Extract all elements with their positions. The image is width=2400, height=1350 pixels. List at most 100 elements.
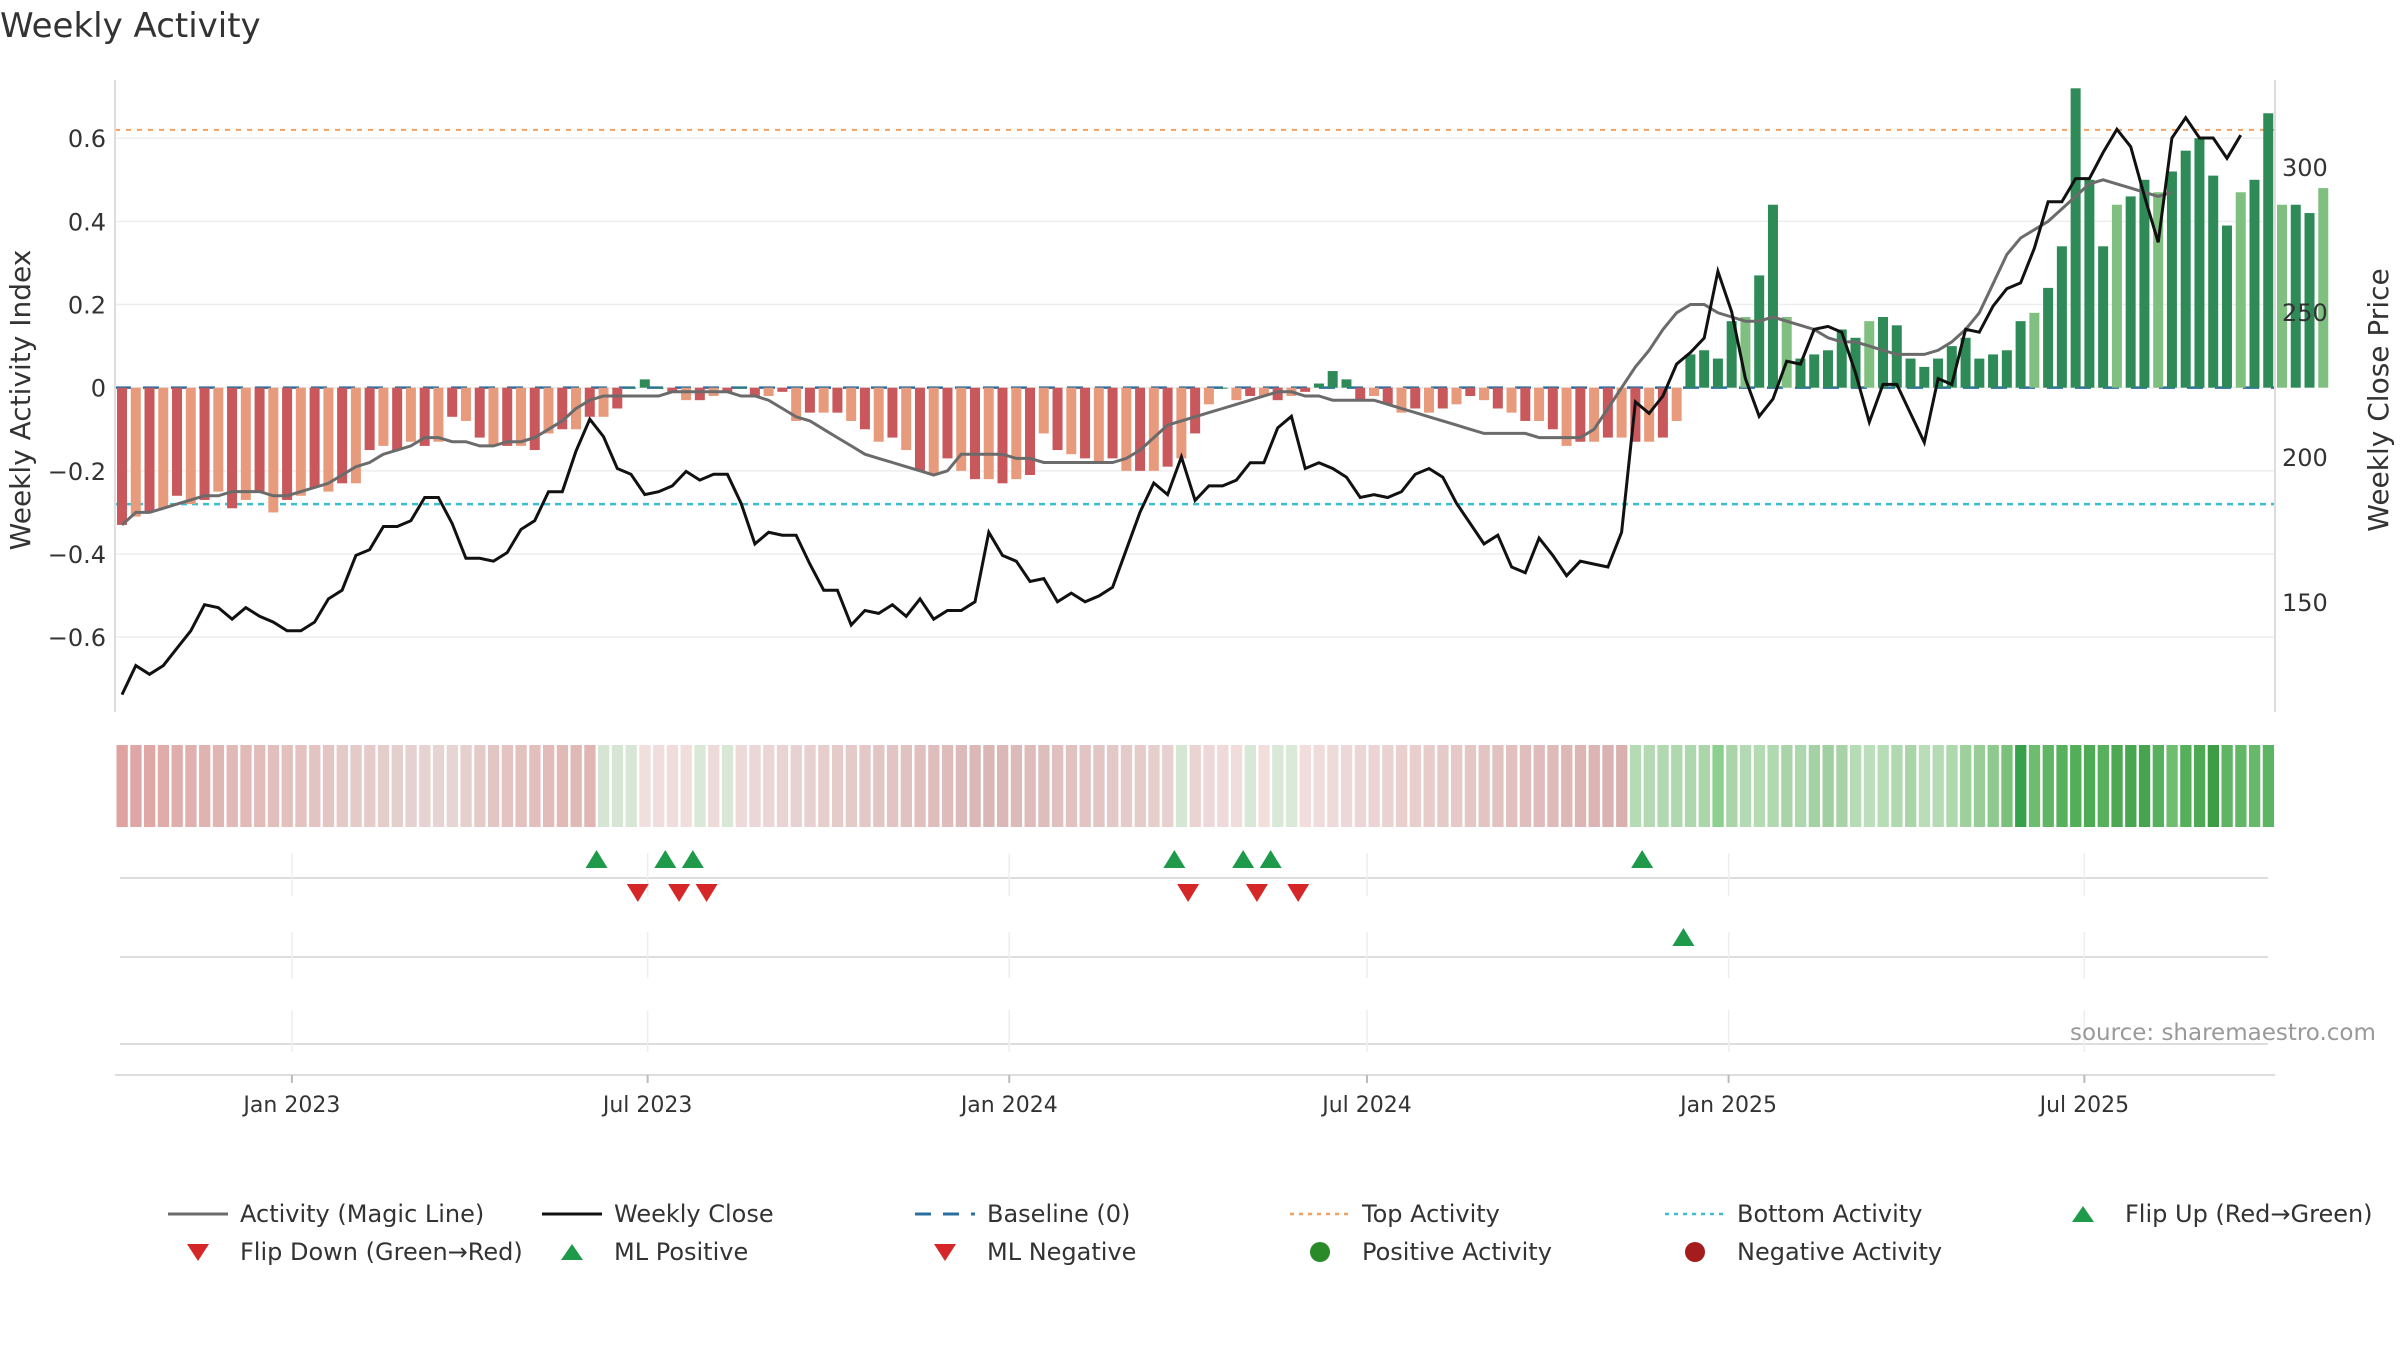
activity-strip-cell [708,745,720,827]
flip-up-marker [585,850,608,868]
activity-bar [433,387,444,442]
activity-bar [2084,179,2095,388]
activity-strip-cell [1918,745,1931,827]
activity-strip-cell [1478,745,1490,827]
ml-positive-marker [1672,928,1695,946]
activity-strip-cell [1327,745,1339,827]
weekly-activity-chart: 0.6 0.4 0.2 0 −0.2 −0.4 −0.6 300 250 200 150 Jan 2… [4,80,2395,1118]
activity-strip-cell [639,745,651,827]
activity-bar [1781,317,1792,388]
activity-strip-cell [254,745,266,827]
activity-bar [1685,354,1696,388]
activity-strip-cell [1506,745,1518,827]
activity-strip-cell [130,745,142,827]
activity-strip-cell [611,745,624,827]
activity-bar [172,387,183,496]
activity-strip-cell [873,745,885,827]
activity-bar [1190,387,1201,434]
activity-bar [1547,387,1558,430]
activity-strip-cell [144,745,156,827]
legend-item: Flip Up (Red→Green) [2053,1200,2373,1228]
activity-strip-cell [694,745,706,827]
activity-strip-cell [997,745,1009,827]
activity-strip-cell [2262,745,2275,827]
activity-strip-cell [2028,745,2041,827]
activity-bar [818,387,829,413]
activity-strip-cell [281,745,293,827]
activity-bar [1107,387,1118,459]
activity-bar [694,387,705,401]
activity-strip-cell [1052,745,1064,827]
activity-bar [887,387,898,438]
activity-strip-cell [2235,745,2247,827]
activity-strip-cell [2083,745,2096,827]
activity-bar [1520,387,1531,421]
activity-strip-cell [1340,745,1353,827]
activity-strip-cell [1217,745,1229,827]
activity-strip-cell [1712,745,1724,827]
activity-bar [350,387,361,484]
activity-strip-cell [1836,745,1848,827]
activity-bar [282,387,293,500]
activity-strip-cell [2070,745,2082,827]
activity-bar [2070,88,2081,388]
legend-symbol [1310,1242,1330,1262]
y-tick-label-right: 250 [2282,299,2328,327]
activity-strip-cell [1616,745,1628,827]
activity-strip-cell [598,745,610,827]
activity-strip-cell [2193,745,2206,827]
activity-bar [1148,387,1159,471]
activity-bar [1300,387,1311,392]
activity-bar [543,387,554,434]
activity-bar [144,387,155,513]
activity-strip-cell [1010,745,1023,827]
activity-bar [240,387,251,500]
x-tick-label: Jul 2025 [2038,1093,2130,1118]
activity-bar [612,387,623,409]
activity-strip-cell [886,745,899,827]
activity-strip-cell [157,745,170,827]
activity-strip-cell [1464,745,1477,827]
axes [114,80,2276,712]
activity-strip-cell [1753,745,1765,827]
activity-bar [557,387,568,430]
activity-bar [392,387,403,451]
activity-bar [1093,387,1104,463]
activity-bar [2318,188,2329,388]
series-lines [120,115,2242,696]
activity-bar [2180,150,2191,388]
activity-strip-cell [556,745,569,827]
x-tick-label: Jan 2025 [1678,1093,1777,1118]
activity-strip-cell [419,745,431,827]
activity-bar [1479,387,1490,401]
reference-lines [115,128,2275,506]
activity-bar [626,387,637,389]
activity-strip-cell [474,745,486,827]
activity-strip-cell [1533,745,1545,827]
activity-bar [213,387,224,492]
activity-bar [2153,192,2164,388]
activity-bar [1850,337,1861,388]
x-tick-label: Jul 2024 [1320,1093,1412,1118]
activity-bar [488,387,499,446]
activity-strip-cell [487,745,500,827]
activity-strip-cell [1382,745,1394,827]
activity-bar [1327,371,1338,388]
activity-bar [2015,321,2026,388]
legend-symbol [561,1244,583,1260]
activity-bar [1203,387,1214,405]
activity-bar [1933,358,1944,388]
activity-bar [2277,204,2287,388]
activity-strip-cell [2097,745,2109,827]
activity-bar [268,387,279,513]
activity-bar [1066,387,1077,455]
legend-label: ML Positive [614,1238,749,1266]
activity-strip-cell [1492,745,1504,827]
activity-bar [667,387,678,392]
activity-bar [1919,366,1930,388]
activity-strip-cell [171,745,183,827]
activity-bar [1905,358,1916,388]
activity-bar [2029,312,2040,388]
activity-strip-cell [1698,745,1710,827]
activity-strip-cell [818,745,830,827]
